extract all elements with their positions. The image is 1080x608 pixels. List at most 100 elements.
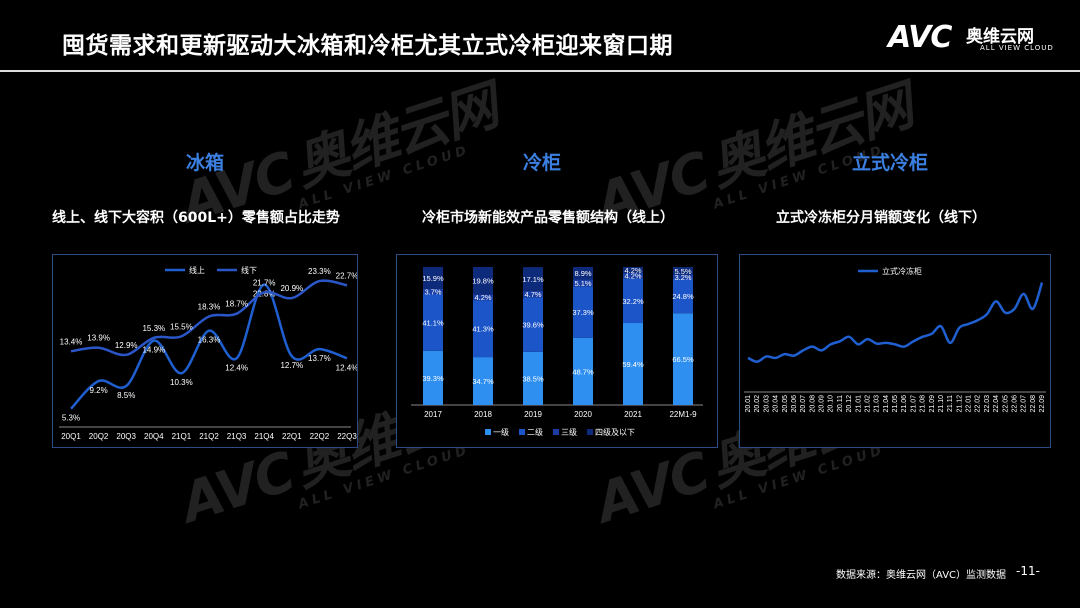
- x-tick-label: 21.01: [855, 395, 862, 413]
- page-number: -11-: [1016, 564, 1040, 578]
- data-label: 5.3%: [62, 414, 80, 423]
- x-tick-label: 21.05: [892, 395, 899, 413]
- legend-label: 立式冷冻柜: [882, 266, 922, 276]
- bar-0: [423, 350, 443, 405]
- x-tick-label: 2018: [474, 410, 492, 419]
- bar-3: [623, 267, 643, 273]
- data-label: 41.1%: [422, 318, 444, 327]
- data-label: 14.9%: [142, 346, 165, 355]
- chart3-panel: 20.01 20.02 20.03 20.04 20.05 20.06 20.07 20.08…: [739, 254, 1051, 448]
- section-upright: 立式冷柜: [852, 152, 929, 174]
- series-line-offline: [70, 279, 348, 357]
- x-tick-label: 21Q4: [254, 432, 274, 441]
- watermark-cn: 奥维云网: [701, 73, 920, 199]
- x-tick-label: 20.11: [837, 395, 844, 412]
- legend-swatch: [587, 429, 593, 435]
- data-label: 39.6%: [522, 321, 544, 330]
- x-tick-label: 21Q2: [199, 432, 219, 441]
- data-label: 12.4%: [336, 363, 357, 372]
- x-tick-label: 22.05: [1002, 395, 1009, 413]
- x-tick-label: 22.03: [984, 395, 991, 413]
- bar-0: [673, 313, 693, 405]
- x-tick-label: 21.07: [910, 395, 917, 413]
- data-label: 4.7%: [524, 290, 541, 299]
- data-label: 22.8%: [253, 290, 276, 299]
- data-label: 13.7%: [308, 354, 331, 363]
- x-tick-label: 20.02: [754, 395, 761, 413]
- bar-3: [573, 267, 593, 280]
- bar-1: [423, 294, 443, 351]
- data-label: 20.9%: [280, 284, 303, 293]
- bar-1: [523, 297, 543, 352]
- avc-logo: AVC 奥维云网 ALL VIEW CLOUD: [888, 20, 1058, 56]
- data-label: 66.5%: [672, 355, 694, 364]
- data-label: 12.4%: [225, 363, 248, 372]
- data-label: 5.1%: [574, 279, 591, 288]
- data-label: 15.5%: [170, 322, 193, 331]
- section-freezer: 冷柜: [523, 152, 562, 174]
- legend-label: 二级: [527, 427, 543, 437]
- legend-label: 四级及以下: [595, 427, 635, 437]
- bar-0: [623, 323, 643, 405]
- legend-label-online: 线上: [189, 265, 205, 275]
- chart2-svg: 39.3% 41.1% 3.7% 15.9% 2017 34.7% 41.3% 4.2% 19.…: [411, 266, 703, 437]
- section-fridge: 冰箱: [186, 152, 225, 174]
- x-tick-label: 20Q1: [61, 432, 81, 441]
- legend-swatch: [485, 429, 491, 435]
- chart2-title: 冷柜市场新能效产品零售额结构（线上）: [422, 210, 674, 226]
- x-tick-label: 2019: [524, 410, 542, 419]
- x-tick-label: 20.06: [791, 395, 798, 413]
- x-tick-label: 22.07: [1021, 395, 1028, 413]
- legend-swatch: [519, 429, 525, 435]
- x-tick-label: 20.12: [846, 395, 853, 413]
- data-label: 12.9%: [115, 341, 138, 350]
- logo-cn: 奥维云网: [966, 27, 1034, 47]
- data-label: 8.9%: [574, 269, 591, 278]
- x-tick-label: 21.11: [947, 395, 954, 412]
- data-label: 4.2%: [624, 272, 641, 281]
- x-tick-label: 21.06: [901, 395, 908, 413]
- data-label: 5.5%: [674, 267, 691, 276]
- watermark-en: ALL VIEW CLOUD: [296, 142, 472, 213]
- data-label: 13.9%: [87, 334, 110, 343]
- data-label: 17.1%: [522, 275, 544, 284]
- x-tick-label: 21.08: [920, 395, 927, 413]
- data-label: 3.2%: [674, 273, 691, 282]
- data-label: 18.7%: [225, 300, 248, 309]
- x-tick-label: 22Q3: [337, 432, 357, 441]
- data-label: 9.2%: [89, 386, 107, 395]
- bar-2: [423, 288, 443, 295]
- bar-0: [473, 357, 493, 405]
- bar-2: [623, 272, 643, 279]
- data-label: 23.3%: [308, 267, 331, 276]
- x-tick-label: 20.01: [745, 395, 752, 413]
- x-tick-label: 20Q4: [144, 432, 164, 441]
- data-label: 34.7%: [472, 377, 494, 386]
- bar-3: [523, 267, 543, 291]
- logo-mark: AVC: [888, 20, 952, 55]
- data-label: 16.3%: [198, 336, 221, 345]
- data-label: 13.4%: [60, 337, 83, 346]
- chart1-panel: 20Q1 20Q2 20Q3 20Q4 21Q1 21Q2 21Q3 21Q4 22Q1 22Q2…: [52, 254, 358, 448]
- data-label: 48.7%: [572, 367, 594, 376]
- data-label: 37.3%: [572, 308, 594, 317]
- x-tick-label: 20Q3: [116, 432, 136, 441]
- legend-label-offline: 线下: [241, 265, 257, 275]
- x-tick-label: 21.04: [883, 395, 890, 413]
- data-label: 8.5%: [117, 391, 135, 400]
- legend-label: 一级: [493, 427, 509, 437]
- bar-1: [673, 279, 693, 314]
- x-tick-label: 22.09: [1039, 395, 1046, 413]
- x-tick-label: 21.03: [874, 395, 881, 413]
- data-label: 32.2%: [622, 297, 644, 306]
- data-label: 10.3%: [170, 378, 193, 387]
- data-label: 4.2%: [624, 266, 641, 275]
- x-tick-label: 2021: [624, 410, 642, 419]
- x-tick-label: 21.12: [956, 395, 963, 413]
- x-tick-label: 2020: [574, 410, 592, 419]
- bar-2: [673, 274, 693, 280]
- chart3-title: 立式冷冻柜分月销额变化（线下）: [776, 210, 986, 226]
- data-label: 12.7%: [280, 361, 303, 370]
- x-tick-label: 20.03: [763, 395, 770, 413]
- x-tick-label: 20.07: [800, 395, 807, 413]
